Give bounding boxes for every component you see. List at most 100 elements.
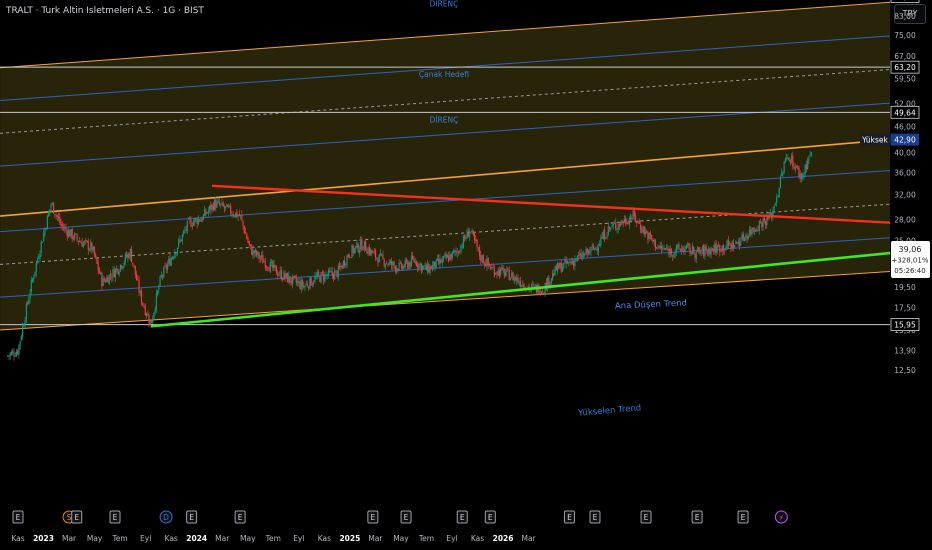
candle-body [637,220,639,222]
candle-body [642,226,644,233]
candle-body [304,285,306,288]
candle-body [51,203,53,205]
earnings-marker[interactable] [563,510,575,524]
candle-body [259,257,261,259]
earnings-marker[interactable] [589,510,601,524]
earnings-marker[interactable] [71,510,83,524]
candle-body [386,263,388,265]
candle-body [295,278,297,283]
candle-body [206,212,208,214]
earnings-marker[interactable] [400,510,412,524]
candle-body [556,262,559,272]
x-tick-label: Mar [62,534,77,543]
earnings-marker[interactable] [456,510,468,524]
candle-body [7,355,9,357]
earnings-marker[interactable] [737,510,749,524]
candle-body [521,285,523,287]
candle-body [684,247,686,251]
candle-body [741,233,743,240]
candle-body [763,217,765,222]
earnings-marker[interactable] [640,510,652,524]
candle-body [399,262,401,264]
earnings-marker[interactable] [12,510,24,524]
candle-body [40,241,42,253]
candle-body [96,257,98,264]
candle-body [239,215,242,217]
candle-body [389,260,391,263]
candle-body [571,261,574,264]
candle-body [379,253,382,255]
candle-body [773,205,775,209]
candle-body [679,248,681,251]
candle-body [591,246,593,248]
candle-body [605,237,607,239]
candle-body [88,249,91,251]
candle-body [335,270,337,271]
candle-body [488,263,491,266]
candle-body [326,275,328,277]
candle-body [724,249,726,251]
candle-body [736,241,738,243]
candle-body [685,245,687,249]
price-axis: 95,0083,0075,0067,0059,5052,0046,0040,00… [860,0,930,375]
candle-body [79,241,81,243]
candle-body [274,265,276,267]
earnings-marker[interactable] [186,510,198,524]
candle-body [734,244,736,248]
candle-body [105,280,107,283]
earnings-marker[interactable] [367,510,379,524]
candle-body [275,265,278,275]
candle-body [320,272,322,283]
candle-body [22,326,24,337]
currency-button[interactable]: TRY [894,4,926,24]
candle-body [251,246,253,256]
candle-body [533,285,535,287]
candle-body [746,235,748,240]
dividend-marker[interactable] [159,510,173,524]
candle-body [149,320,151,325]
candle-body [28,299,30,305]
candle-body [382,254,384,259]
earnings-marker[interactable] [234,510,246,524]
candle-body [708,248,710,254]
candle-body [186,220,188,232]
split-marker-label: S [67,513,72,522]
candle-body [242,220,244,226]
candle-body [332,273,335,279]
candle-body [153,312,155,319]
candle-body [540,291,543,295]
candle-body [506,268,508,273]
candle-body [273,264,275,269]
candle-body [578,255,580,257]
candle-body [388,261,390,265]
earnings-marker[interactable] [109,510,121,524]
candle-body [431,264,434,270]
candle-body [17,350,19,355]
candle-body [98,269,101,274]
candle-body [570,261,572,263]
candle-body [534,285,536,288]
candle-body [170,258,172,266]
candle-body [341,265,343,269]
candle-body [753,230,756,232]
candle-body [129,249,131,258]
candle-body [470,231,472,233]
candle-body [50,204,52,209]
candle-body [342,260,344,268]
earnings-marker[interactable] [691,510,703,524]
lightning-icon[interactable] [774,510,788,524]
candle-body [321,272,323,274]
candle-body [216,201,218,208]
candle-body [171,257,174,259]
candle-body [477,247,479,249]
dividend-marker-label: D [163,513,169,522]
candle-body [668,248,670,256]
candle-body [735,240,737,244]
earnings-marker[interactable] [484,510,496,524]
candle-body [293,276,295,277]
candle-body [178,239,180,247]
candle-body [774,203,777,206]
candle-body [340,266,342,267]
candle-body [410,256,413,267]
